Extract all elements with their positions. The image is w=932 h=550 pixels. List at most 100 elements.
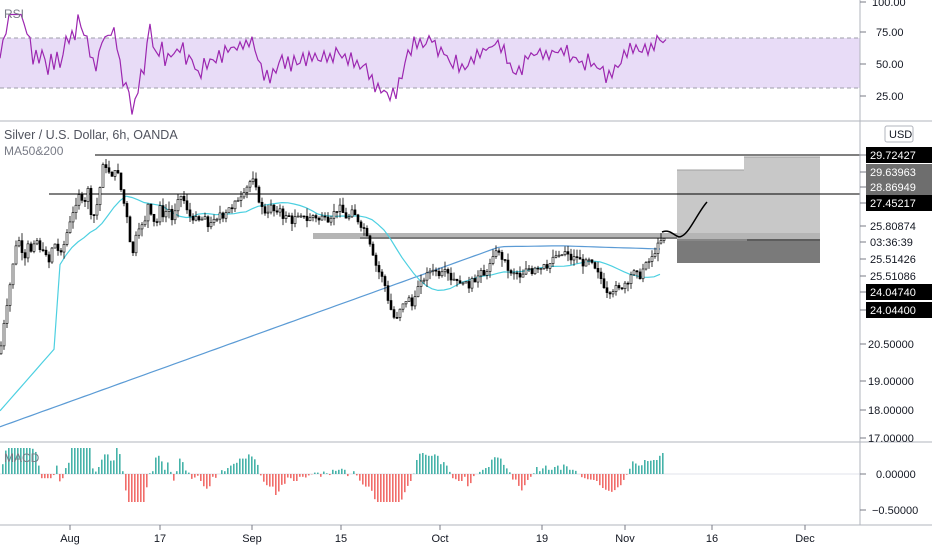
candle-body <box>464 281 468 284</box>
price-tick-label: 20.50000 <box>868 339 914 351</box>
macd-bar <box>161 461 163 474</box>
candle-body <box>56 243 60 251</box>
candle-body <box>266 211 270 214</box>
candle-body <box>638 271 642 280</box>
candle-body <box>200 218 204 221</box>
candle-body <box>320 215 324 221</box>
candle-body <box>350 209 354 218</box>
candle-body <box>167 208 171 212</box>
candle-body <box>89 188 93 215</box>
macd-bar <box>143 474 145 502</box>
macd-bar <box>170 471 172 474</box>
price-tag-label: 24.04740 <box>870 287 916 299</box>
candle-body <box>140 224 144 230</box>
macd-bar <box>368 474 370 487</box>
price-axis: 20.50000 19.00000 18.00000 17.00000 <box>860 339 914 445</box>
candle-body <box>446 269 450 274</box>
symbol-title: Silver / U.S. Dollar, 6h, OANDA <box>4 128 178 142</box>
price-tag-label: 27.45217 <box>870 198 916 210</box>
candle-body <box>461 282 465 285</box>
currency-button-label[interactable]: USD <box>889 129 912 141</box>
candle-body <box>335 211 339 213</box>
candle-body <box>437 270 441 277</box>
macd-bar <box>317 472 319 474</box>
macd-bar <box>656 460 658 474</box>
candle-body <box>77 194 81 206</box>
candle-body <box>635 270 639 273</box>
macd-bar <box>134 474 136 502</box>
macd-bar <box>395 474 397 502</box>
price-tag-label: 29.72427 <box>870 150 916 162</box>
macd-bar <box>386 474 388 502</box>
macd-bar <box>260 474 262 476</box>
macd-bar <box>359 474 361 481</box>
candle-body <box>137 228 141 236</box>
macd-bar <box>662 453 664 474</box>
candle-body <box>290 215 294 224</box>
macd-bar <box>509 472 511 474</box>
macd-bar <box>389 474 391 502</box>
macd-bar <box>104 454 106 474</box>
macd-bar <box>365 474 367 487</box>
macd-bar <box>275 474 277 495</box>
candle-body <box>170 208 174 221</box>
candle-body <box>104 164 108 168</box>
candle-body <box>602 278 606 289</box>
candle-body <box>305 215 309 222</box>
candle-body <box>530 268 534 275</box>
price-tag-label: 03:36:39 <box>870 237 913 249</box>
macd-bar <box>155 457 157 474</box>
currency-button[interactable]: USD <box>884 125 914 143</box>
candle-body <box>44 249 48 256</box>
macd-bar <box>224 471 226 474</box>
candle-body <box>596 268 600 273</box>
macd-bar <box>626 474 628 475</box>
candle-body <box>47 254 51 263</box>
candle-body <box>197 216 201 221</box>
macd-bar <box>50 474 52 479</box>
macd-bar <box>497 457 499 474</box>
price-tick-label: 18.00000 <box>868 405 914 417</box>
candle-body <box>326 216 330 223</box>
macd-bar <box>620 474 622 486</box>
macd-bar <box>293 474 295 481</box>
candle-body <box>386 285 390 301</box>
macd-bar <box>383 474 385 502</box>
macd-bar <box>299 474 301 477</box>
target-zone-lower <box>677 170 820 233</box>
macd-bar <box>491 459 493 474</box>
candle-body <box>407 297 411 302</box>
candle-body <box>14 245 18 265</box>
macd-bar <box>338 469 340 474</box>
candle-body <box>389 300 393 310</box>
macd-axis: 0.00000 −0.50000 <box>860 469 918 517</box>
candle-body <box>374 254 378 266</box>
price-tag-label: 25.51086 <box>870 271 916 283</box>
macd-bar <box>71 448 73 474</box>
candle-body <box>146 203 150 222</box>
candle-body <box>608 292 612 295</box>
macd-bar <box>503 464 505 474</box>
candle-body <box>53 243 57 249</box>
candle-body <box>152 213 156 222</box>
macd-bar <box>521 474 523 491</box>
macd-bar <box>560 469 562 474</box>
rsi-tick-25: 25.00 <box>876 91 904 103</box>
macd-bar <box>515 474 517 480</box>
macd-bar <box>290 474 292 479</box>
candle-body <box>500 252 504 260</box>
macd-bar <box>650 460 652 474</box>
candle-body <box>455 278 459 281</box>
candle-body <box>203 216 207 220</box>
candle-body <box>2 323 6 347</box>
macd-bar <box>347 474 349 477</box>
macd-bar <box>5 450 7 474</box>
candle-body <box>245 186 249 193</box>
candle-body <box>275 210 279 213</box>
candle-body <box>128 216 132 243</box>
macd-bar <box>617 474 619 488</box>
candle-body <box>8 284 12 306</box>
candle-body <box>554 255 558 258</box>
macd-bar <box>80 448 82 474</box>
macd-bar <box>263 474 265 482</box>
